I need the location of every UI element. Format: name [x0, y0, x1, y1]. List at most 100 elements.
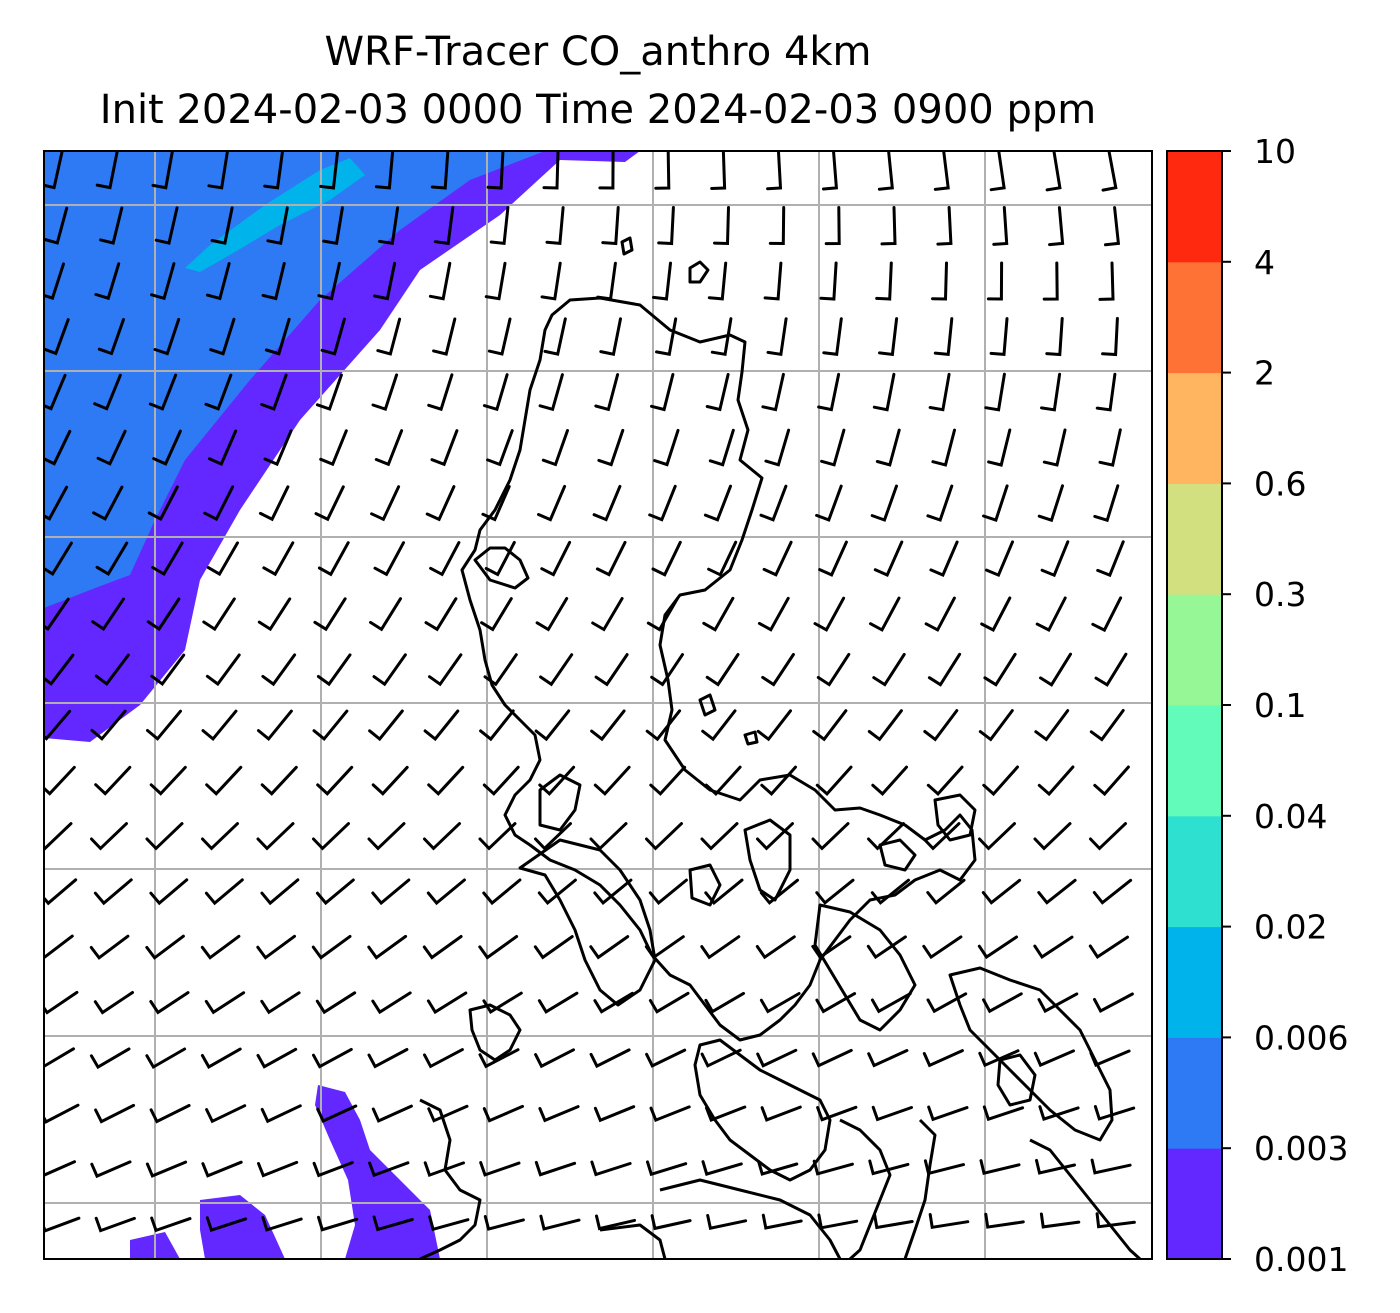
wind-barb — [534, 1048, 575, 1069]
wind-barb — [430, 151, 450, 190]
wind-barb — [479, 709, 515, 742]
wind-barb — [589, 935, 630, 960]
wind-barb — [260, 991, 301, 1015]
wind-barb — [646, 1160, 688, 1177]
wind-barb — [983, 652, 1017, 687]
wind-barb — [648, 484, 677, 522]
wind-barb — [210, 206, 234, 245]
wind-barb — [593, 1105, 636, 1123]
wind-barb — [978, 822, 1016, 851]
wind-barb — [923, 709, 959, 742]
wind-barb — [316, 765, 354, 796]
wind-barb — [708, 428, 735, 467]
wind-barb — [373, 261, 397, 301]
wind-barb — [812, 1159, 854, 1176]
wind-barb — [367, 822, 406, 851]
wind-barb — [263, 151, 284, 190]
wind-barb — [761, 653, 795, 687]
wind-barb — [926, 765, 964, 797]
wind-barb — [94, 262, 121, 301]
wind-barb — [92, 485, 124, 521]
wind-barb — [1101, 151, 1118, 192]
wind-barb — [875, 261, 893, 301]
wind-barb — [543, 317, 567, 356]
wind-barb — [1039, 1212, 1081, 1229]
wind-barb — [592, 484, 622, 522]
wind-barb — [315, 373, 343, 411]
wind-barb — [94, 1103, 136, 1124]
wind-barb — [44, 765, 76, 796]
wind-barb — [756, 1048, 798, 1068]
wind-barb — [872, 652, 906, 687]
wind-barb — [1040, 540, 1070, 578]
wind-barb — [704, 991, 745, 1014]
wind-barb — [205, 262, 231, 301]
wind-barb — [985, 540, 1014, 578]
wind-barb — [819, 261, 838, 301]
wind-barb — [145, 934, 185, 960]
wind-barb — [755, 935, 796, 960]
wind-barb — [260, 765, 298, 796]
wind-barb — [704, 878, 744, 906]
colorbar-segment — [1167, 483, 1222, 595]
wind-barb — [312, 709, 349, 742]
colorbar-segment — [1167, 926, 1222, 1038]
wind-barb — [204, 991, 246, 1015]
wind-barb — [44, 1103, 80, 1124]
wind-barb — [869, 596, 901, 632]
wind-barb — [1101, 317, 1119, 357]
wind-barb — [594, 373, 620, 412]
wind-barb — [762, 540, 793, 577]
wind-barb — [650, 1214, 692, 1231]
wind-barbs — [44, 151, 1136, 1233]
wind-barb — [44, 429, 72, 466]
wind-barb — [651, 540, 682, 577]
wind-barb — [1033, 822, 1072, 851]
wind-barb — [428, 261, 452, 301]
wind-barb — [646, 596, 679, 632]
wind-barb — [480, 597, 513, 632]
wind-barb — [148, 373, 178, 411]
wind-barb — [1045, 317, 1064, 357]
wind-barb — [312, 822, 350, 851]
wind-barb — [710, 151, 727, 190]
wind-barb — [370, 485, 401, 522]
wind-barb — [1038, 1105, 1080, 1121]
wind-barb — [650, 653, 684, 687]
wind-barb — [150, 1216, 192, 1233]
wind-barb — [482, 373, 509, 412]
wind-barb — [655, 317, 678, 356]
wind-barb — [201, 709, 238, 742]
colorbar-segment — [1167, 1148, 1222, 1260]
wind-barb — [763, 261, 783, 301]
wind-barb — [428, 653, 463, 687]
wind-barb — [262, 541, 295, 577]
wind-barb — [151, 151, 174, 190]
wind-barb — [1093, 765, 1130, 797]
wind-barb — [653, 428, 680, 467]
wind-barb — [601, 206, 620, 246]
wind-barb — [209, 317, 236, 356]
wind-barb — [260, 1104, 302, 1124]
tracer-region-0.001-lower — [200, 1195, 285, 1259]
wind-barb — [1098, 261, 1115, 301]
wind-barb — [594, 653, 629, 687]
wind-barb — [644, 935, 685, 960]
wind-barb — [373, 541, 405, 577]
wind-barb — [205, 1216, 248, 1232]
wind-barb — [757, 596, 790, 632]
wind-barb — [1089, 709, 1125, 742]
wind-barb — [540, 261, 562, 301]
wind-barb — [811, 1048, 853, 1068]
wind-barb — [540, 540, 572, 577]
wind-barb — [1034, 709, 1070, 742]
wind-barb — [478, 935, 519, 960]
wind-barb — [539, 1214, 581, 1231]
wind-barb — [817, 1213, 859, 1230]
wind-barb — [705, 373, 730, 412]
wind-barb — [982, 992, 1023, 1014]
wind-barb — [44, 318, 70, 356]
wind-barb — [205, 653, 241, 687]
wind-barb — [768, 206, 786, 246]
